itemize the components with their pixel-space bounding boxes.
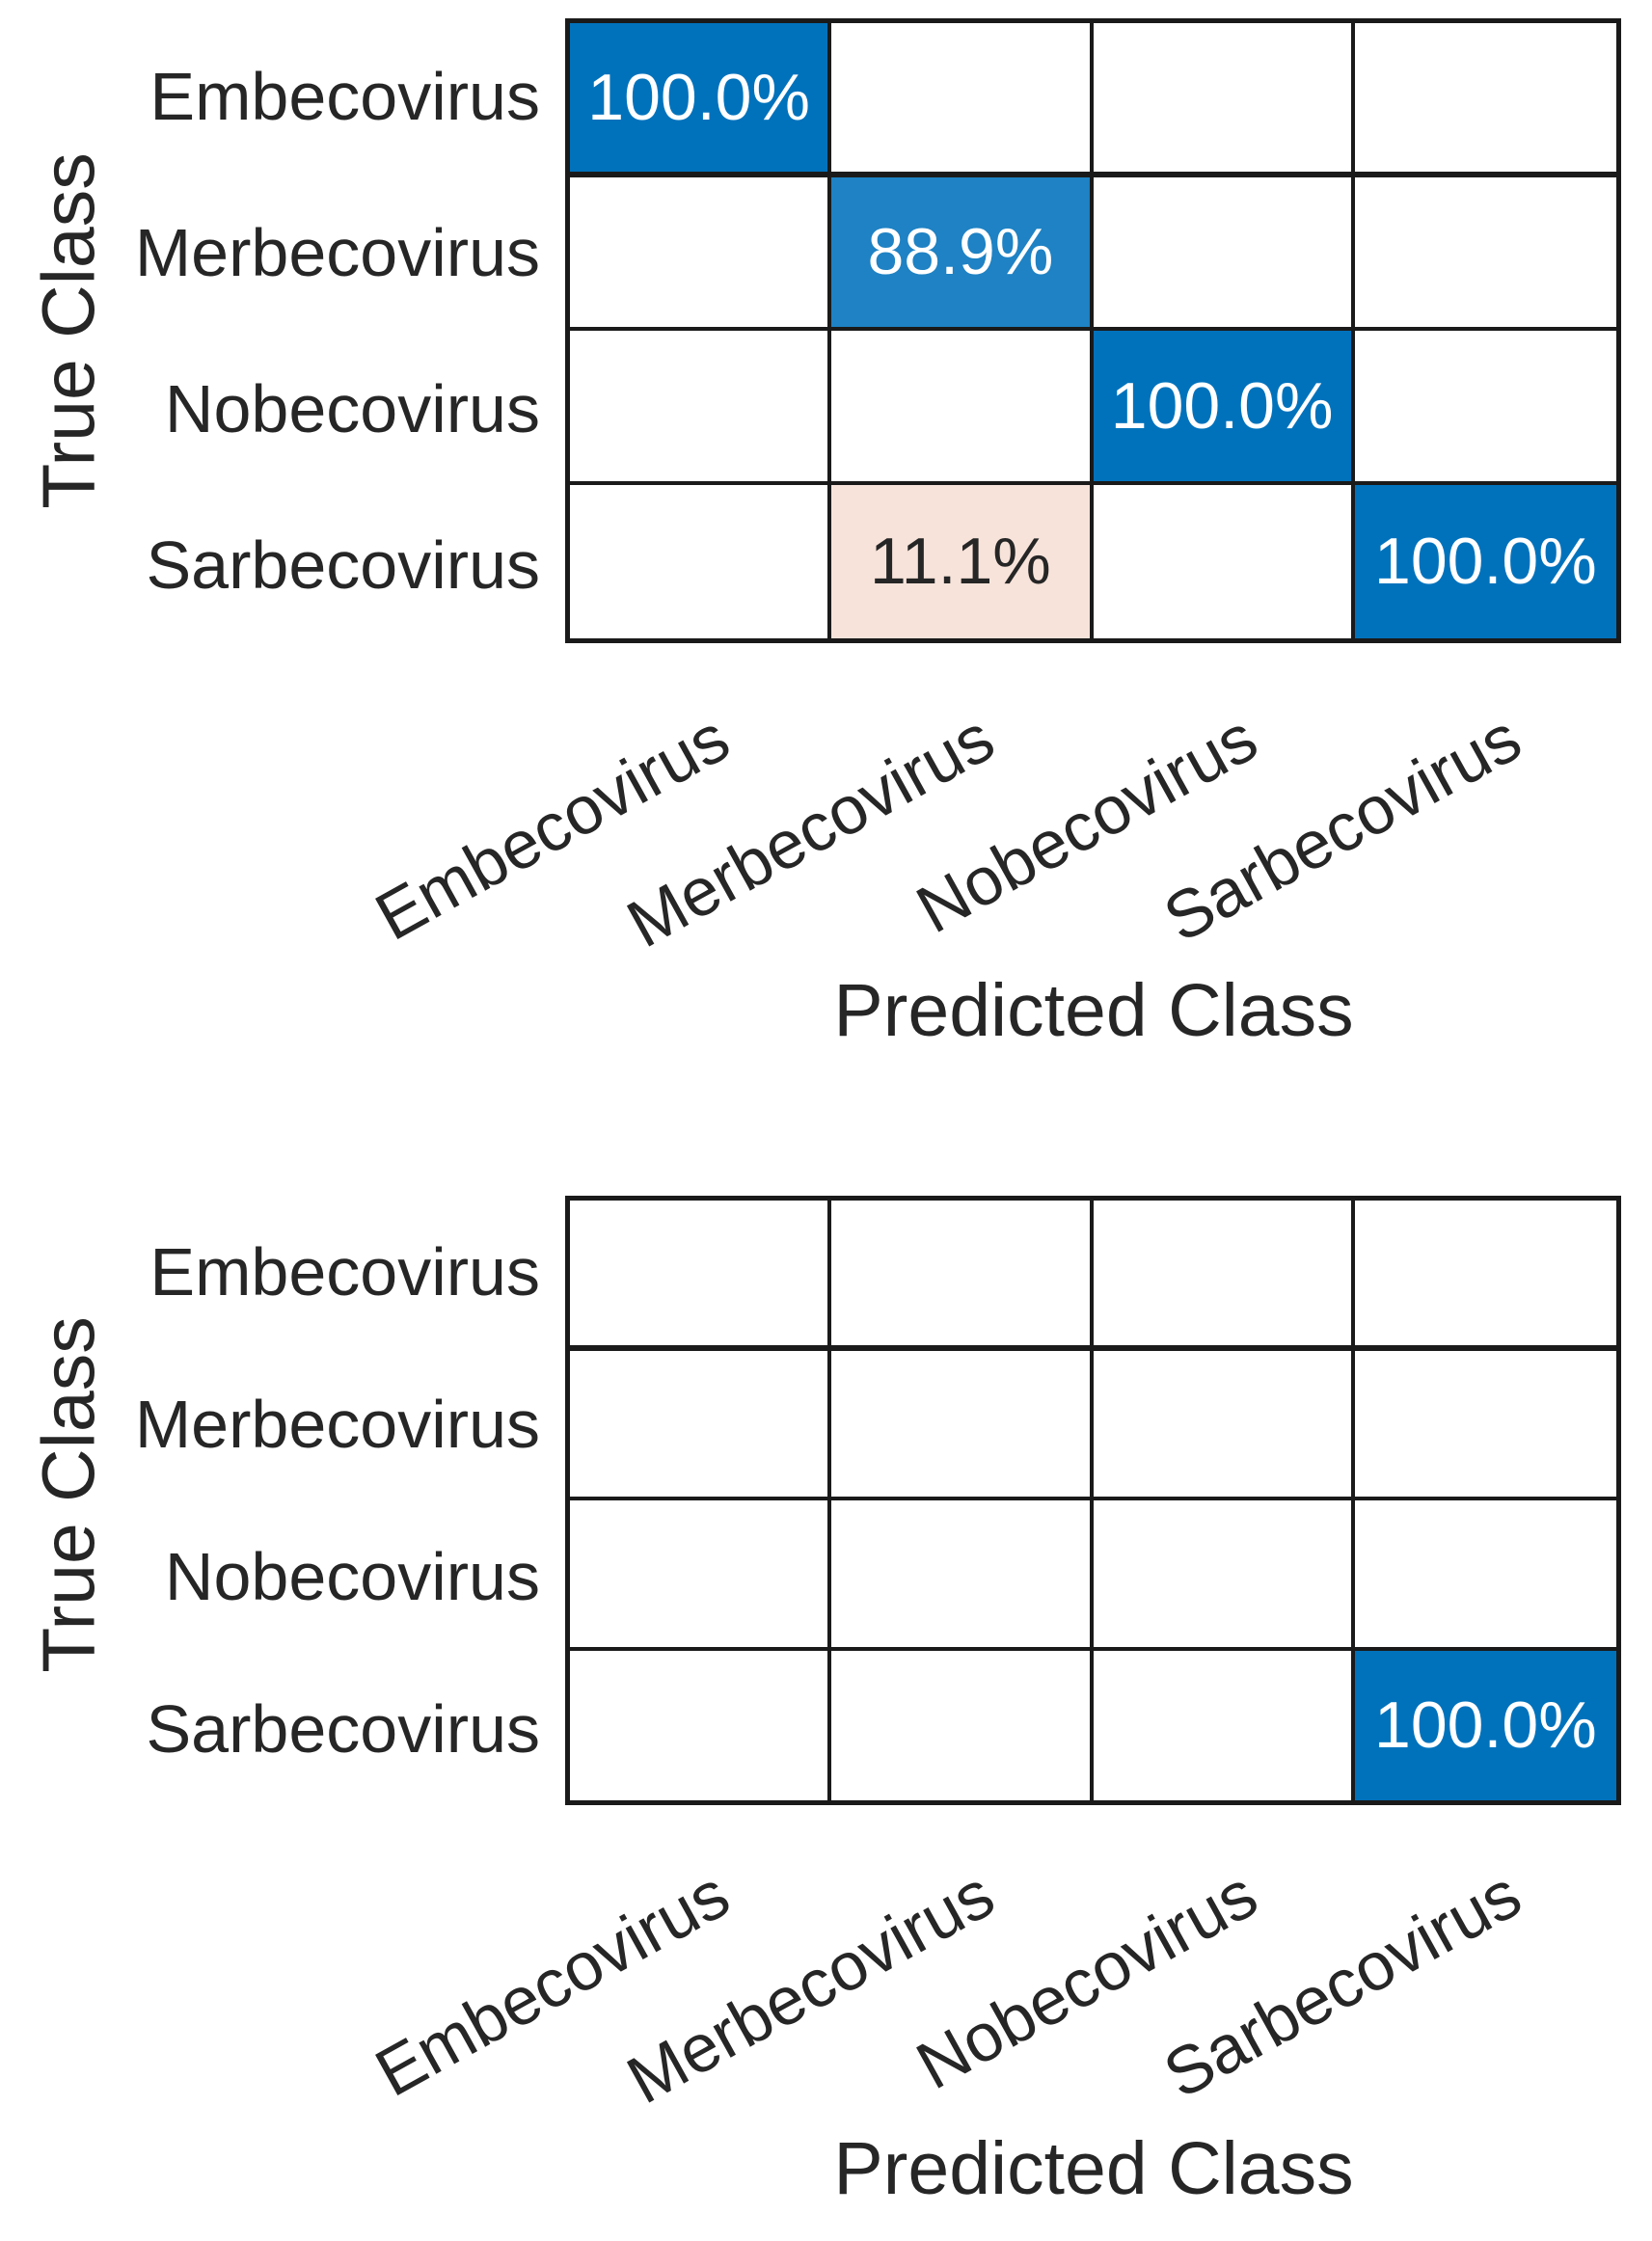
matrix-cell — [1354, 1350, 1616, 1500]
row-label-merbecovirus: Merbecovirus — [134, 215, 540, 290]
matrix-cell — [570, 1201, 832, 1351]
row-label-nobecovirus: Nobecovirus — [164, 371, 540, 446]
matrix-cell — [1354, 1500, 1616, 1651]
matrix-cell — [1354, 23, 1616, 177]
matrix-cell — [831, 23, 1094, 177]
y-axis-label: True Class — [27, 1316, 111, 1673]
matrix-cell — [1093, 1350, 1355, 1500]
matrix-cell — [570, 1650, 832, 1800]
matrix-cell: 100.0% — [1354, 484, 1616, 638]
matrix-cell: 88.9% — [831, 176, 1094, 331]
matrix-cell — [831, 1201, 1094, 1351]
matrix-grid: 100.0% — [565, 1196, 1621, 1805]
matrix-grid: 100.0% 88.9% 100.0% 11.1% 100.0% — [565, 18, 1621, 643]
row-label-embecovirus: Embecovirus — [149, 1234, 540, 1310]
matrix-cell — [1093, 176, 1355, 331]
matrix-cell — [570, 484, 832, 638]
matrix-cell — [1354, 1201, 1616, 1351]
x-axis-label: Predicted Class — [833, 2127, 1354, 2210]
matrix-cell — [1354, 331, 1616, 485]
row-label-embecovirus: Embecovirus — [149, 59, 540, 134]
matrix-cell: 100.0% — [1093, 331, 1355, 485]
matrix-cell — [831, 1650, 1094, 1800]
row-label-merbecovirus: Merbecovirus — [134, 1387, 540, 1462]
matrix-cell — [1093, 1500, 1355, 1651]
matrix-cell: 11.1% — [831, 484, 1094, 638]
row-label-nobecovirus: Nobecovirus — [164, 1539, 540, 1614]
matrix-cell — [831, 331, 1094, 485]
matrix-cell — [570, 1350, 832, 1500]
y-axis-label: True Class — [27, 152, 111, 509]
matrix-cell — [1093, 1201, 1355, 1351]
matrix-cell — [1354, 176, 1616, 331]
matrix-cell — [570, 176, 832, 331]
row-label-sarbecovirus: Sarbecovirus — [146, 527, 540, 603]
matrix-cell — [570, 331, 832, 485]
row-label-sarbecovirus: Sarbecovirus — [146, 1691, 540, 1767]
matrix-cell — [1093, 23, 1355, 177]
matrix-cell: 100.0% — [570, 23, 832, 177]
matrix-cell — [1093, 484, 1355, 638]
matrix-cell — [831, 1350, 1094, 1500]
matrix-cell — [570, 1500, 832, 1651]
matrix-cell — [831, 1500, 1094, 1651]
matrix-cell — [1093, 1650, 1355, 1800]
matrix-cell: 100.0% — [1354, 1650, 1616, 1800]
x-axis-label: Predicted Class — [833, 969, 1354, 1052]
